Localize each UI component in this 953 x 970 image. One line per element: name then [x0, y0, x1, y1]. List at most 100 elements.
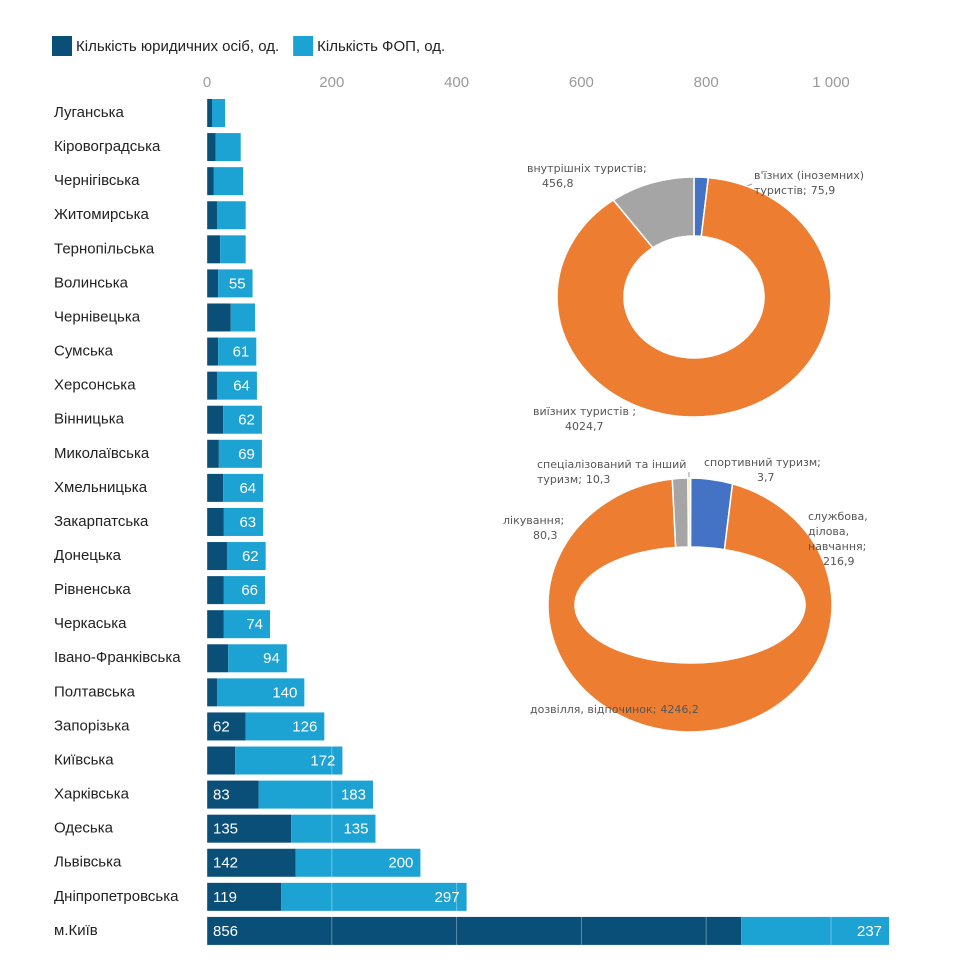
- donut-segment: [671, 477, 690, 549]
- value-label: 200: [388, 855, 413, 872]
- category-label: лікування;: [503, 514, 564, 527]
- bar-segment: [207, 746, 236, 775]
- bar-segment: [281, 882, 467, 911]
- value-label: 10,3: [586, 473, 611, 486]
- bar-segment: [235, 746, 343, 775]
- label-line: спортивний туризм;: [704, 456, 821, 469]
- value-label: 135: [213, 821, 238, 838]
- value-label: 55: [229, 275, 246, 292]
- donut-segment: [687, 477, 691, 548]
- y-tick-label: Полтавська: [54, 683, 136, 700]
- bar-segment: [207, 439, 219, 468]
- y-tick-label: Луганська: [54, 104, 124, 121]
- value-label: 62: [238, 412, 255, 429]
- bar-segment: [207, 507, 224, 536]
- label-line: службова,: [808, 510, 871, 523]
- bar-segment: [218, 439, 262, 468]
- value-label: 172: [310, 752, 335, 769]
- bar-segment: [295, 848, 421, 877]
- bar-segment: [223, 576, 266, 605]
- x-tick-label: 400: [444, 74, 469, 91]
- category-label: внутрішніх туристів;: [527, 162, 647, 175]
- label-line: дозвілля, відпочинок;: [530, 703, 656, 716]
- y-tick-label: Одеська: [54, 820, 114, 837]
- y-tick-label: Закарпатська: [54, 513, 149, 530]
- y-tick-label: Черкаська: [54, 615, 127, 632]
- value-label: 69: [238, 446, 255, 463]
- value-label: 4024,7: [565, 420, 604, 433]
- value-label: 126: [292, 718, 317, 735]
- bar-segment: [207, 542, 227, 571]
- y-tick-label: Запорізька: [54, 717, 130, 734]
- bar-segment: [207, 405, 224, 434]
- bar-segment: [230, 303, 256, 332]
- category-label: виїзних туристів ;: [533, 405, 636, 418]
- donut-segment: [556, 176, 832, 418]
- y-tick-label: Херсонська: [54, 377, 136, 394]
- bar-segment: [207, 882, 282, 911]
- bar-segment: [207, 678, 217, 707]
- y-tick-label: Львівська: [54, 854, 122, 871]
- x-tick-label: 200: [319, 74, 344, 91]
- legend-label: Кількість юридичних осіб, од.: [76, 38, 279, 55]
- x-tick-label: 0: [203, 74, 211, 91]
- bar-segment: [207, 712, 246, 741]
- y-tick-label: Вінницька: [54, 411, 125, 428]
- y-tick-label: Волинська: [54, 274, 129, 291]
- bar-segment: [207, 610, 224, 639]
- bar-segment: [207, 269, 219, 298]
- bar-segment: [215, 133, 241, 162]
- label-line: внутрішніх туристів;: [527, 162, 647, 175]
- bar-segment: [207, 473, 224, 502]
- label-line: ділова,: [808, 525, 853, 538]
- value-label: 183: [341, 787, 366, 804]
- y-tick-label: Миколаївська: [54, 445, 150, 462]
- bar-segment: [207, 337, 219, 366]
- bar-segment: [223, 507, 264, 536]
- value-label: 63: [239, 514, 256, 531]
- bar-segment: [207, 644, 229, 673]
- legend-swatch: [293, 36, 314, 56]
- bar-segment: [207, 814, 292, 843]
- value-label: 142: [213, 855, 238, 872]
- y-tick-label: Чернігівська: [54, 172, 140, 189]
- bar-segment: [216, 371, 257, 400]
- bar-segment: [207, 848, 296, 877]
- y-tick-label: Донецька: [54, 547, 122, 564]
- bar-segment: [258, 780, 373, 809]
- value-label: 135: [343, 821, 368, 838]
- bar-segment: [216, 678, 305, 707]
- value-label: 216,9: [823, 555, 855, 568]
- bar-segment: [207, 303, 231, 332]
- category-label: спортивний туризм;: [704, 456, 821, 469]
- bar-segment: [207, 133, 216, 162]
- bar-segment: [207, 780, 259, 809]
- legend-label: Кількість ФОП, од.: [317, 38, 445, 55]
- x-tick-label: 600: [569, 74, 594, 91]
- y-tick-label: Чернівецька: [54, 308, 141, 325]
- category-label: спеціалізований та інший туризм;: [537, 458, 690, 486]
- value-label: 74: [246, 616, 263, 633]
- y-tick-label: Івано-Франківська: [54, 649, 181, 666]
- value-label: 75,9: [811, 184, 836, 197]
- bar-segment: [218, 269, 253, 298]
- bar-segment: [220, 235, 246, 264]
- value-label: 66: [241, 582, 258, 599]
- bar-segment: [226, 542, 266, 571]
- donut-segment: [547, 478, 833, 733]
- bar-segment: [207, 235, 221, 264]
- y-tick-label: Кіровоградська: [54, 138, 161, 155]
- bar-segment: [207, 201, 217, 230]
- label-line: навчання;: [808, 540, 866, 553]
- bar-segment: [223, 405, 262, 434]
- bar-segment: [741, 916, 890, 945]
- y-tick-label: Рівненська: [54, 581, 131, 598]
- value-label: 62: [213, 718, 230, 735]
- label-line: лікування;: [503, 514, 564, 527]
- y-tick-label: Житомирська: [54, 206, 150, 223]
- value-label: 94: [263, 650, 280, 667]
- bar-segment: [207, 916, 742, 945]
- y-tick-label: Харківська: [54, 786, 130, 803]
- value-label: 61: [233, 344, 250, 361]
- value-label: 4246,2: [660, 703, 699, 716]
